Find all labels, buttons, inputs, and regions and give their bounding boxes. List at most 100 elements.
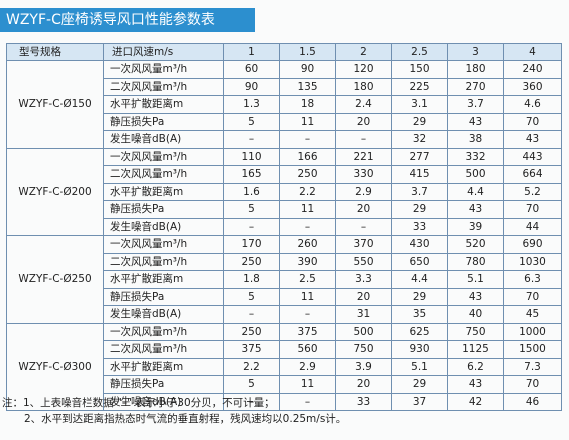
value-cell: 5.1 bbox=[447, 270, 504, 289]
table-row: WZYF-C-Ø250 一次风风量m³/h 170 260 370 430 520 690 bbox=[6, 235, 562, 324]
value-cell: 40 bbox=[447, 305, 504, 324]
value-cell: 11 bbox=[279, 112, 336, 131]
value-cell: 20 bbox=[335, 375, 392, 394]
value-cell: 3.9 bbox=[335, 357, 392, 376]
value-cell: 750 bbox=[447, 322, 504, 341]
value-cell: 5 bbox=[223, 200, 280, 219]
value-cell: 11 bbox=[279, 375, 336, 394]
model-cell: WZYF-C-Ø200 bbox=[6, 147, 104, 236]
value-cell: 430 bbox=[391, 235, 448, 254]
value-cell: 443 bbox=[503, 147, 562, 166]
value-cell: 520 bbox=[447, 235, 504, 254]
performance-table: 型号规格 进口风速m/s 1 1.5 2 2.5 3 4 WZYF-C-Ø150… bbox=[6, 43, 562, 411]
value-cell: 120 bbox=[335, 60, 392, 79]
value-cell: 60 bbox=[223, 60, 280, 79]
value-cell: 780 bbox=[447, 252, 504, 271]
speed-header-cell: 2.5 bbox=[391, 43, 448, 61]
value-cell: 225 bbox=[391, 77, 448, 96]
table-row: 静压损失Pa 5 11 20 29 43 70 bbox=[7, 287, 562, 306]
value-cell: 690 bbox=[503, 235, 562, 254]
value-cell: 70 bbox=[503, 200, 562, 219]
table-row: 二次风风量m³/h 165 250 330 415 500 664 bbox=[7, 165, 562, 184]
value-cell: 43 bbox=[447, 200, 504, 219]
value-cell: 29 bbox=[391, 200, 448, 219]
value-cell: 44 bbox=[503, 217, 562, 236]
value-cell: 415 bbox=[391, 165, 448, 184]
parameter-cell: 二次风风量m³/h bbox=[103, 165, 224, 184]
value-cell: 277 bbox=[391, 147, 448, 166]
value-cell: 70 bbox=[503, 375, 562, 394]
value-cell: 46 bbox=[503, 392, 562, 411]
parameter-cell: 一次风风量m³/h bbox=[103, 235, 224, 254]
value-cell: 166 bbox=[279, 147, 336, 166]
value-cell: 560 bbox=[279, 340, 336, 359]
table-row: 二次风风量m³/h 250 390 550 650 780 1030 bbox=[7, 252, 562, 271]
value-cell: 2.9 bbox=[335, 182, 392, 201]
performance-table-container: 型号规格 进口风速m/s 1 1.5 2 2.5 3 4 WZYF-C-Ø150… bbox=[6, 43, 562, 411]
value-cell: 170 bbox=[223, 235, 280, 254]
value-cell: 29 bbox=[391, 375, 448, 394]
value-cell: 1000 bbox=[503, 322, 562, 341]
value-cell: 360 bbox=[503, 77, 562, 96]
value-cell: 45 bbox=[503, 305, 562, 324]
model-cell: WZYF-C-Ø150 bbox=[6, 60, 104, 149]
value-cell: 5 bbox=[223, 287, 280, 306]
model-column-header: 型号规格 bbox=[6, 43, 104, 61]
parameter-cell: 水平扩散距离m bbox=[103, 95, 224, 114]
value-cell: 240 bbox=[503, 60, 562, 79]
value-cell: 110 bbox=[223, 147, 280, 166]
value-cell: 43 bbox=[503, 130, 562, 149]
speed-header-cell: 1.5 bbox=[279, 43, 336, 61]
value-cell: 4.4 bbox=[391, 270, 448, 289]
value-cell: 1500 bbox=[503, 340, 562, 359]
value-cell: 33 bbox=[335, 392, 392, 411]
parameter-cell: 一次风风量m³/h bbox=[103, 322, 224, 341]
value-cell: 31 bbox=[335, 305, 392, 324]
value-cell: 370 bbox=[335, 235, 392, 254]
value-cell: 500 bbox=[447, 165, 504, 184]
value-cell: 3.7 bbox=[447, 95, 504, 114]
value-cell: 500 bbox=[335, 322, 392, 341]
value-cell: 11 bbox=[279, 200, 336, 219]
table-row: WZYF-C-Ø200 一次风风量m³/h 110 166 221 277 332 443 bbox=[6, 147, 562, 236]
value-cell: 1.8 bbox=[223, 270, 280, 289]
value-cell: – bbox=[223, 305, 280, 324]
parameter-cell: 发生噪音dB(A) bbox=[103, 130, 224, 149]
table-row: 二次风风量m³/h 90 135 180 225 270 360 bbox=[7, 77, 562, 96]
value-cell: 2.2 bbox=[223, 357, 280, 376]
value-cell: 11 bbox=[279, 287, 336, 306]
value-cell: 250 bbox=[279, 165, 336, 184]
page-title: WZYF-C座椅诱导风口性能参数表 bbox=[0, 8, 255, 32]
table-header-row: 型号规格 进口风速m/s 1 1.5 2 2.5 3 4 bbox=[6, 43, 562, 61]
value-cell: 35 bbox=[391, 305, 448, 324]
value-cell: 32 bbox=[391, 130, 448, 149]
value-cell: 70 bbox=[503, 287, 562, 306]
value-cell: 39 bbox=[447, 217, 504, 236]
value-cell: 3.3 bbox=[335, 270, 392, 289]
value-cell: 2.2 bbox=[279, 182, 336, 201]
parameter-cell: 静压损失Pa bbox=[103, 287, 224, 306]
value-cell: 165 bbox=[223, 165, 280, 184]
parameter-cell: 二次风风量m³/h bbox=[103, 340, 224, 359]
value-cell: 180 bbox=[335, 77, 392, 96]
value-cell: – bbox=[279, 130, 336, 149]
parameter-cell: 水平扩散距离m bbox=[103, 270, 224, 289]
parameter-cell: 二次风风量m³/h bbox=[103, 252, 224, 271]
value-cell: – bbox=[279, 217, 336, 236]
value-cell: 250 bbox=[223, 252, 280, 271]
value-cell: 2.4 bbox=[335, 95, 392, 114]
table-row: WZYF-C-Ø150 一次风风量m³/h 60 90 120 150 180 240 bbox=[6, 60, 562, 149]
value-cell: 2.9 bbox=[279, 357, 336, 376]
value-cell: 20 bbox=[335, 200, 392, 219]
value-cell: 5 bbox=[223, 375, 280, 394]
parameter-cell: 一次风风量m³/h bbox=[103, 60, 224, 79]
value-cell: 33 bbox=[391, 217, 448, 236]
table-row: 水平扩散距离m 1.8 2.5 3.3 4.4 5.1 6.3 bbox=[7, 270, 562, 289]
value-cell: 20 bbox=[335, 287, 392, 306]
value-cell: 375 bbox=[223, 340, 280, 359]
value-cell: 375 bbox=[279, 322, 336, 341]
value-cell: – bbox=[223, 217, 280, 236]
value-cell: – bbox=[335, 217, 392, 236]
value-cell: 180 bbox=[447, 60, 504, 79]
value-cell: 150 bbox=[391, 60, 448, 79]
